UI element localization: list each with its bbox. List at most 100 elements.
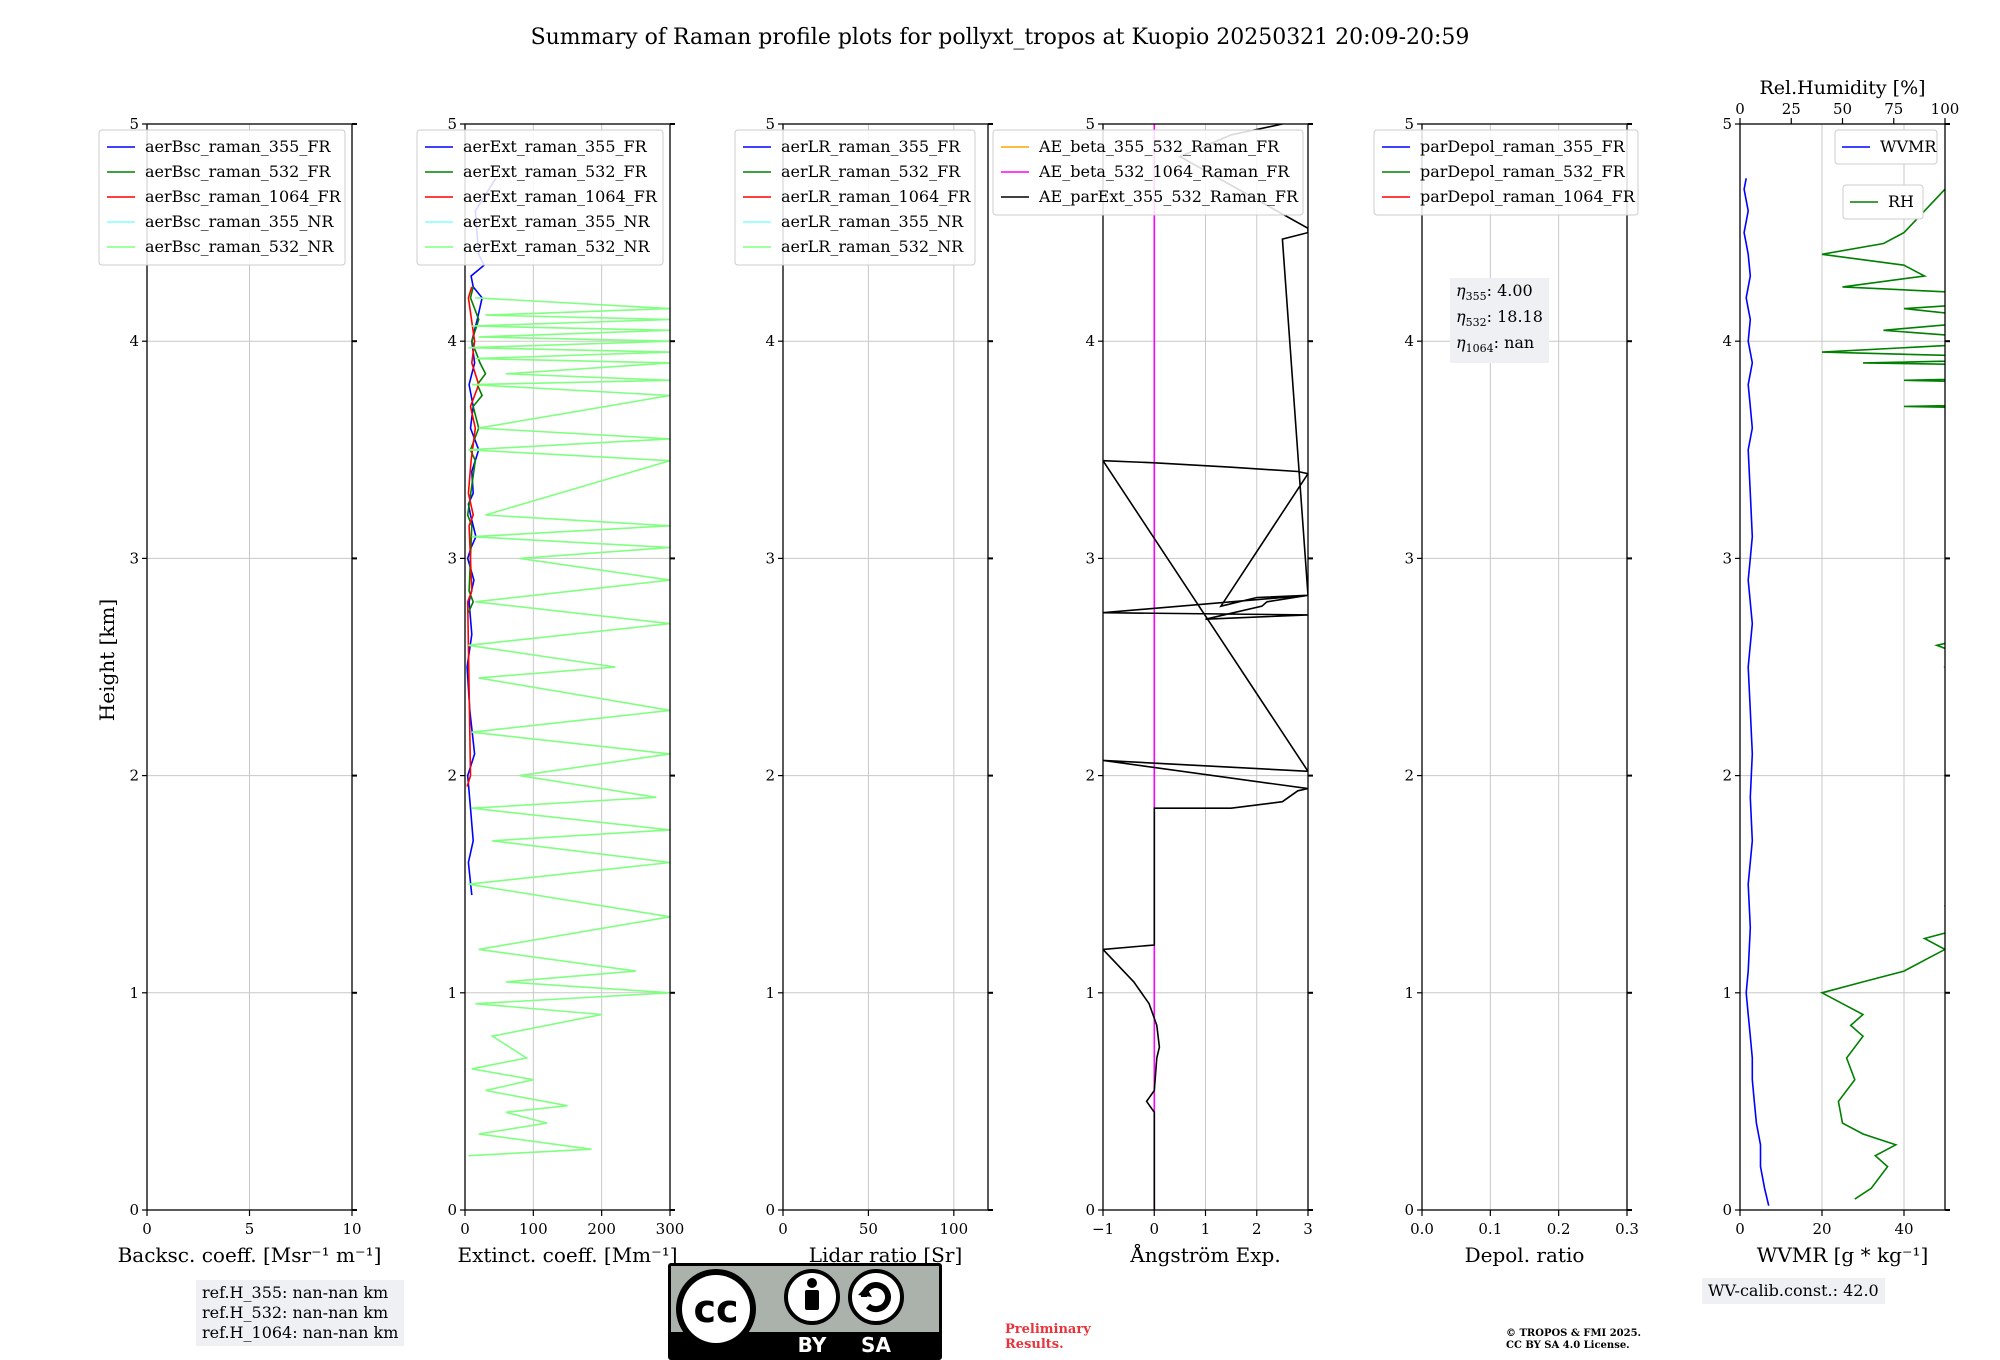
eta355-value: 4.00 bbox=[1497, 281, 1533, 300]
copyright-line2: CC BY SA 4.0 License. bbox=[1506, 1340, 1630, 1351]
xtick-label-ext: 0 bbox=[460, 1220, 470, 1238]
series-line-AE_parExt_355_532_Raman_FR bbox=[1103, 124, 1308, 1210]
ytick-label-lr: 4 bbox=[765, 332, 775, 350]
xlabel-bsc: Backsc. coeff. [Msr⁻¹ m⁻¹] bbox=[118, 1243, 382, 1267]
legend-label-aerBsc_raman_532_NR: aerBsc_raman_532_NR bbox=[145, 237, 334, 256]
sa-label: SA bbox=[861, 1333, 891, 1357]
axes-frame-bsc bbox=[146, 123, 353, 1211]
xtick-label-bsc: 0 bbox=[142, 1220, 152, 1238]
ytick-label-ae: 2 bbox=[1085, 767, 1095, 785]
xtick-label-ae: −1 bbox=[1092, 1220, 1114, 1238]
legend-label-RH: RH bbox=[1888, 192, 1914, 211]
ytick-label-ae: 4 bbox=[1085, 332, 1095, 350]
legend-label-aerLR_raman_355_FR: aerLR_raman_355_FR bbox=[781, 137, 961, 156]
ytick-label-depol: 5 bbox=[1404, 115, 1414, 133]
ytick-label-bsc: 2 bbox=[129, 767, 139, 785]
eta532-value: 18.18 bbox=[1497, 307, 1543, 327]
series-line-RH bbox=[1819, 188, 1945, 1200]
ytick-label-ext: 3 bbox=[447, 549, 457, 567]
series-line-aerExt_raman_532_NR bbox=[468, 297, 670, 1157]
top-xtick-label-wv: 100 bbox=[1931, 100, 1960, 118]
ref-height-532: ref.H_532: nan-nan km bbox=[202, 1303, 389, 1322]
axes-frame-ext bbox=[464, 123, 671, 1211]
xlabel-wv: WVMR [g * kg⁻¹] bbox=[1757, 1243, 1929, 1267]
top-xtick-label-wv: 0 bbox=[1735, 100, 1745, 118]
copyright-note: © TROPOS & FMI 2025. CC BY SA 4.0 Licens… bbox=[1506, 1328, 1641, 1352]
xtick-label-bsc: 10 bbox=[342, 1220, 361, 1238]
preliminary-note: Preliminary Results. bbox=[1005, 1322, 1091, 1352]
xtick-label-depol: 0.3 bbox=[1615, 1220, 1639, 1238]
ytick-label-lr: 5 bbox=[765, 115, 775, 133]
legend-depol: parDepol_raman_355_FR parDepol_raman_532_… bbox=[1373, 129, 1639, 216]
legend-label-aerExt_raman_355_FR: aerExt_raman_355_FR bbox=[463, 137, 648, 156]
eta1064-value: nan bbox=[1504, 333, 1535, 353]
panel-bsc: 0 1 2 3 4 5 0 5 10 Backsc. coeff. [Msr⁻¹ m⁻¹] aerB… bbox=[98, 115, 382, 1267]
legend-label-aerBsc_raman_355_NR: aerBsc_raman_355_NR bbox=[145, 212, 334, 231]
xtick-label-wv: 40 bbox=[1894, 1220, 1913, 1238]
legend-label-aerExt_raman_532_NR: aerExt_raman_532_NR bbox=[463, 237, 651, 256]
legend-label-aerExt_raman_1064_FR: aerExt_raman_1064_FR bbox=[463, 187, 658, 206]
legend-label-AE_parExt_355_532_Raman_FR: AE_parExt_355_532_Raman_FR bbox=[1038, 187, 1299, 206]
ref-heights-box: ref.H_355: nan-nan km ref.H_532: nan-nan… bbox=[196, 1280, 405, 1346]
ytick-label-wv: 5 bbox=[1722, 115, 1732, 133]
xlabel-ext: Extinct. coeff. [Mm⁻¹] bbox=[457, 1243, 677, 1267]
ytick-label-bsc: 3 bbox=[129, 549, 139, 567]
ytick-label-bsc: 5 bbox=[129, 115, 139, 133]
ytick-label-ae: 0 bbox=[1085, 1201, 1095, 1219]
ytick-label-ext: 1 bbox=[447, 984, 457, 1002]
series-group-ext bbox=[466, 177, 670, 1157]
preliminary-line1: Preliminary bbox=[1005, 1322, 1091, 1337]
legend-label-WVMR: WVMR bbox=[1880, 137, 1937, 156]
series-line-aerExt_raman_355_FR bbox=[466, 177, 497, 896]
xtick-label-wv: 20 bbox=[1812, 1220, 1831, 1238]
ytick-label-wv: 0 bbox=[1722, 1201, 1732, 1219]
wv-calib-box: WV-calib.const.: 42.0 bbox=[1702, 1278, 1885, 1304]
xtick-label-wv: 0 bbox=[1735, 1220, 1745, 1238]
xtick-label-ext: 200 bbox=[587, 1220, 616, 1238]
legend-label-aerExt_raman_532_FR: aerExt_raman_532_FR bbox=[463, 162, 648, 181]
ytick-label-depol: 1 bbox=[1404, 984, 1414, 1002]
ytick-label-lr: 1 bbox=[765, 984, 775, 1002]
legend-label-parDepol_raman_1064_FR: parDepol_raman_1064_FR bbox=[1420, 187, 1636, 206]
ytick-label-wv: 1 bbox=[1722, 984, 1732, 1002]
legend-label-aerBsc_raman_1064_FR: aerBsc_raman_1064_FR bbox=[145, 187, 342, 206]
xtick-label-ae: 0 bbox=[1149, 1220, 1159, 1238]
cc-by-sa-logo: cc BY SA bbox=[668, 1263, 942, 1360]
xtick-label-ae: 2 bbox=[1252, 1220, 1262, 1238]
ytick-label-lr: 0 bbox=[765, 1201, 775, 1219]
legend-label-AE_beta_355_532_Raman_FR: AE_beta_355_532_Raman_FR bbox=[1038, 137, 1280, 156]
top-xtick-label-wv: 50 bbox=[1833, 100, 1852, 118]
legend-bsc: aerBsc_raman_355_FR aerBsc_raman_532_FRae… bbox=[98, 129, 346, 266]
preliminary-line2: Results. bbox=[1005, 1337, 1064, 1352]
ytick-label-lr: 2 bbox=[765, 767, 775, 785]
ytick-label-ext: 2 bbox=[447, 767, 457, 785]
xtick-label-lr: 0 bbox=[778, 1220, 788, 1238]
copyright-line1: © TROPOS & FMI 2025. bbox=[1506, 1328, 1642, 1339]
ytick-label-lr: 3 bbox=[765, 549, 775, 567]
xtick-label-ext: 300 bbox=[656, 1220, 685, 1238]
legend-label-aerLR_raman_1064_FR: aerLR_raman_1064_FR bbox=[781, 187, 971, 206]
legend-wvmr: WVMR bbox=[1834, 129, 1938, 165]
legend-lr: aerLR_raman_355_FR aerLR_raman_532_FR aerL… bbox=[734, 129, 976, 266]
legend-label-aerExt_raman_355_NR: aerExt_raman_355_NR bbox=[463, 212, 651, 231]
axes-frame-ae bbox=[1102, 123, 1309, 1211]
series-group-wv bbox=[1743, 178, 1945, 1206]
legend-label-aerLR_raman_532_FR: aerLR_raman_532_FR bbox=[781, 162, 961, 181]
cc-logo-text: cc bbox=[693, 1287, 738, 1331]
ytick-label-ext: 4 bbox=[447, 332, 457, 350]
legend-ext: aerExt_raman_355_FR aerExt_raman_532_FRae… bbox=[416, 129, 664, 266]
axes-frame-depol bbox=[1421, 123, 1628, 1211]
top-xtick-label-wv: 75 bbox=[1884, 100, 1903, 118]
axes-frame-lr bbox=[782, 123, 989, 1211]
top-xlabel-wv: Rel.Humidity [%] bbox=[1759, 77, 1925, 99]
ytick-label-wv: 2 bbox=[1722, 767, 1732, 785]
ytick-label-ae: 3 bbox=[1085, 549, 1095, 567]
legend-label-aerLR_raman_355_NR: aerLR_raman_355_NR bbox=[781, 212, 964, 231]
legend-label-parDepol_raman_355_FR: parDepol_raman_355_FR bbox=[1420, 137, 1626, 156]
xtick-label-depol: 0.2 bbox=[1547, 1220, 1571, 1238]
ytick-label-ext: 5 bbox=[447, 115, 457, 133]
figure-title: Summary of Raman profile plots for polly… bbox=[531, 25, 1470, 50]
